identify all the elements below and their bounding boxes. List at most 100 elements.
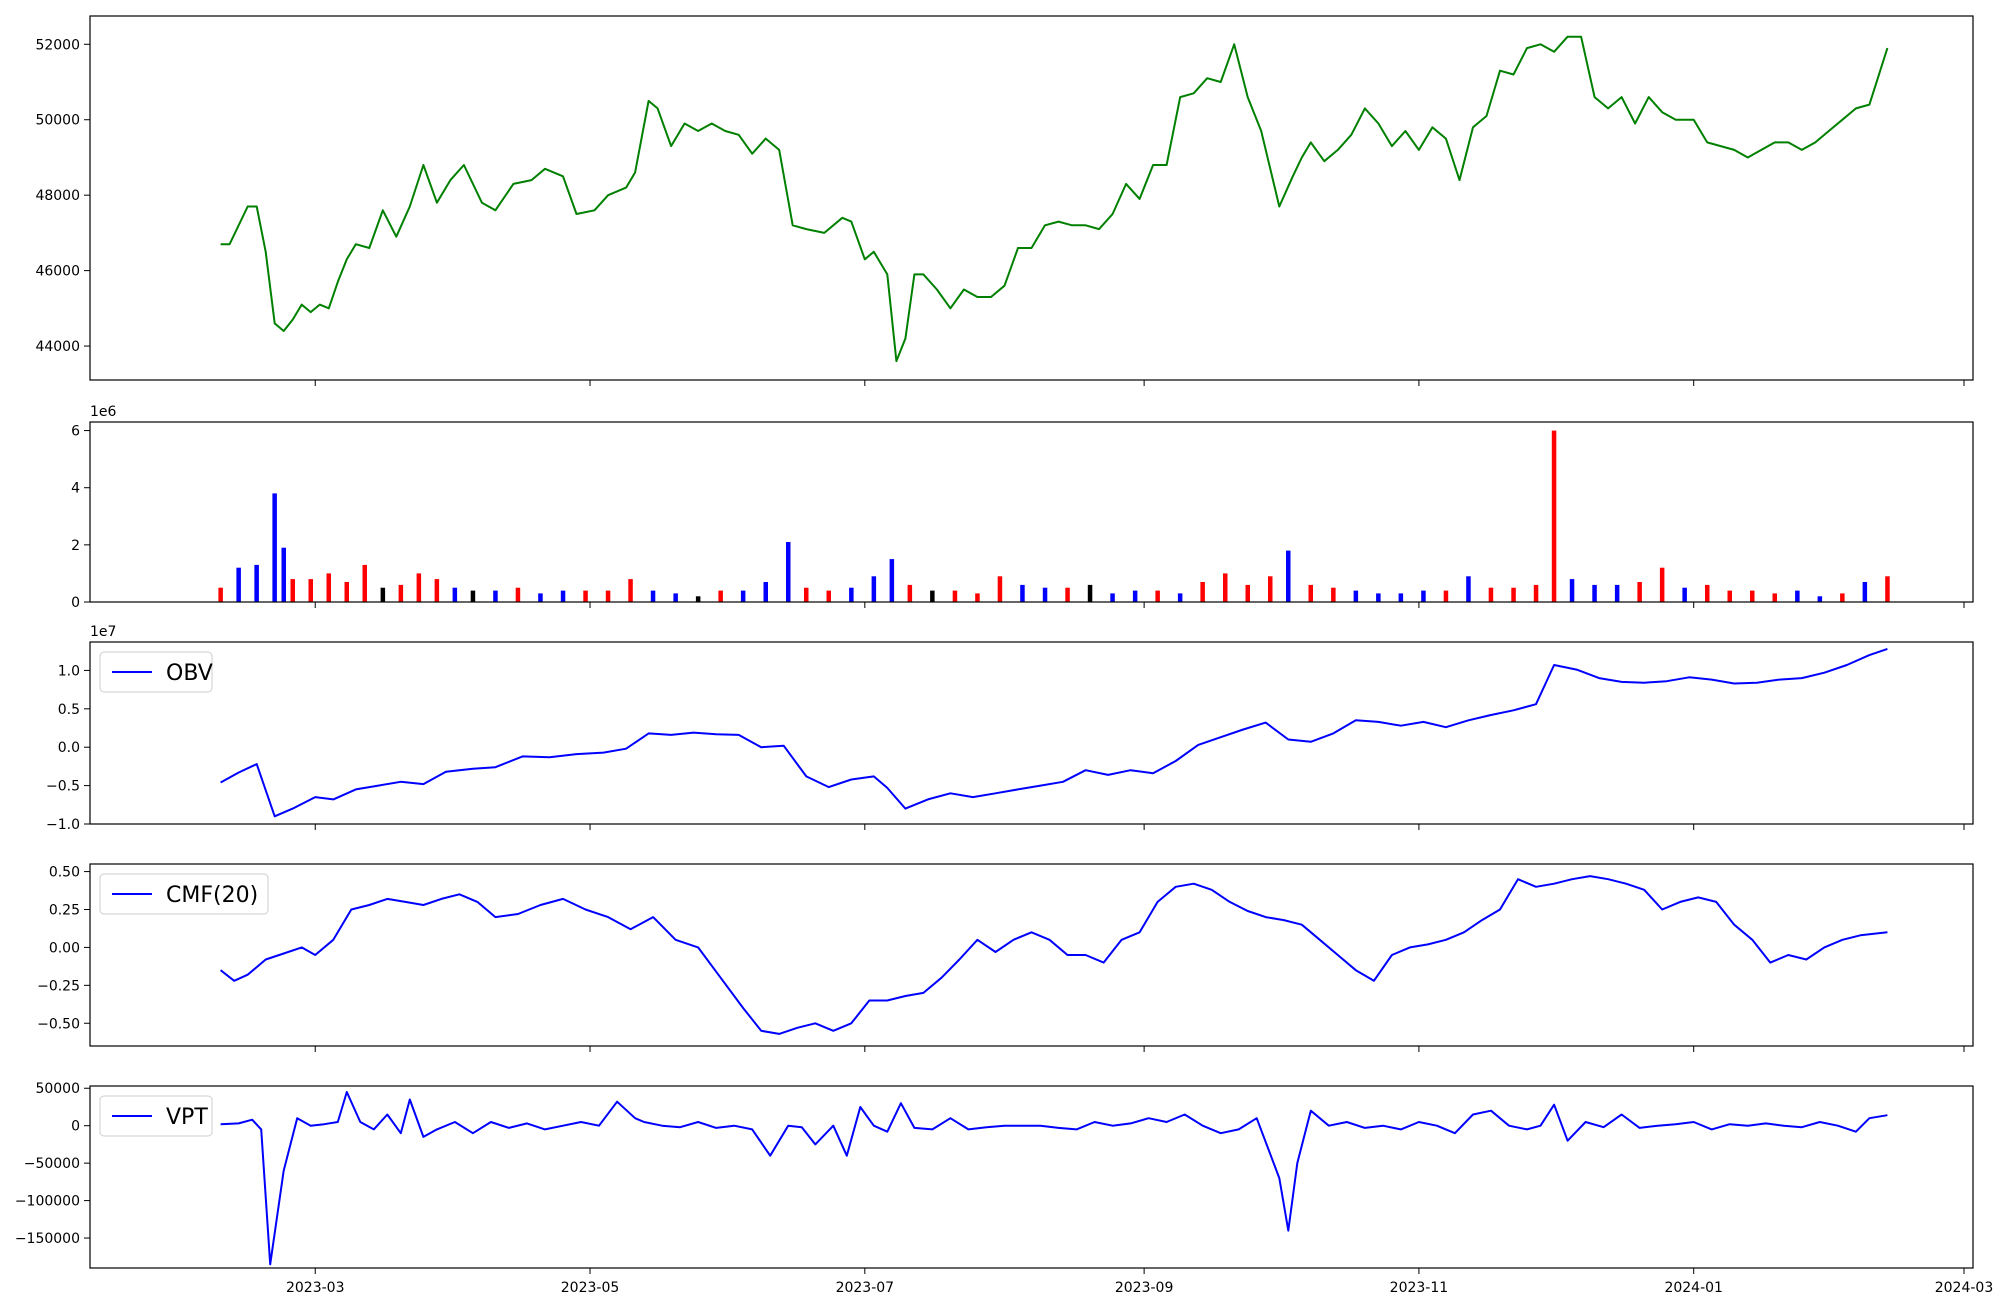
- y-tick-label: 0.0: [58, 740, 80, 756]
- volume-bar: [1840, 593, 1845, 602]
- volume-bar: [272, 493, 277, 602]
- volume-bar: [952, 590, 958, 602]
- volume-bar: [398, 584, 404, 602]
- volume-bar: [628, 579, 633, 602]
- volume-bar: [907, 584, 913, 602]
- y-tick-label: 52000: [35, 37, 80, 53]
- volume-bar: [786, 542, 791, 602]
- volume-bar: [1087, 584, 1093, 602]
- legend-label: CMF(20): [166, 883, 258, 908]
- volume-bar: [362, 564, 367, 602]
- cmf-panel: −0.50 −0.25 0.00 0.25 0.50 CMF(20): [37, 863, 1974, 1052]
- y-tick-label: 6: [71, 424, 80, 440]
- x-tick-label: 2023-11: [1390, 1280, 1449, 1296]
- volume-bar: [515, 587, 521, 602]
- volume-bar: [1331, 587, 1336, 602]
- legend-box: [99, 873, 269, 915]
- volume-bar: [1551, 430, 1557, 602]
- volume-bar: [1376, 593, 1381, 602]
- volume-bar: [434, 579, 440, 602]
- volume-bar: [1443, 590, 1449, 602]
- y-tick-label: 0.5: [58, 702, 80, 718]
- legend-box: [99, 1095, 213, 1137]
- volume-bar: [452, 587, 458, 602]
- volume-bar: [1659, 567, 1665, 602]
- volume-bar: [1705, 584, 1710, 602]
- volume-bar: [826, 590, 831, 602]
- axes-frame: [89, 641, 1974, 825]
- y-tick-label: −100000: [15, 1194, 80, 1210]
- volume-bar: [997, 576, 1003, 602]
- volume-bar: [1885, 576, 1890, 602]
- y-tick-label: −0.25: [37, 978, 80, 994]
- volume-bar: [290, 579, 295, 602]
- x-tick-label: 2023-07: [836, 1280, 895, 1296]
- y-tick-label: −50000: [24, 1156, 80, 1172]
- cmf-20--series-line: [219, 875, 1888, 1035]
- volume-bar: [1817, 596, 1823, 602]
- volume-bar: [218, 587, 223, 602]
- volume-bar: [380, 587, 386, 602]
- volume-bar: [470, 590, 476, 602]
- volume-bar: [254, 564, 259, 602]
- legend-label: VPT: [166, 1105, 208, 1130]
- volume-bar: [1533, 584, 1539, 602]
- volume-bar: [538, 593, 543, 602]
- volume-bar: [1727, 590, 1732, 602]
- volume-bar: [1353, 590, 1359, 602]
- legend: VPT: [99, 1095, 213, 1137]
- volume-bar: [1245, 584, 1250, 602]
- volume-bar: [1286, 550, 1291, 602]
- volume-bar: [1488, 587, 1494, 602]
- volume-bar: [1421, 590, 1426, 602]
- y-tick-label: −0.5: [46, 779, 80, 795]
- vpt-panel: −150000 −100000 −50000 0 50000 VPT: [15, 1081, 1974, 1274]
- y-tick-label: 0.25: [49, 903, 80, 919]
- volume-bar: [560, 590, 566, 602]
- volume-bar: [1637, 582, 1642, 602]
- y-tick-label: 50000: [35, 113, 80, 129]
- volume-bar: [1750, 590, 1755, 602]
- volume-bar: [1177, 593, 1183, 602]
- x-axis: 2023-03 2023-05 2023-07 2023-09 2023-11 2024-…: [286, 1280, 1993, 1296]
- volume-bar: [1132, 590, 1138, 602]
- obv-series-line: [220, 647, 1888, 818]
- volume-bar: [605, 590, 611, 602]
- axes-frame: [89, 421, 1974, 603]
- y-tick-label: 0.50: [49, 865, 80, 881]
- volume-panel: 0 2 4 6 1e6: [71, 404, 1974, 611]
- legend: OBV: [99, 651, 213, 693]
- x-tick-label: 2023-09: [1115, 1280, 1174, 1296]
- y-tick-label: 48000: [35, 188, 80, 204]
- y-tick-label: 0.00: [49, 940, 80, 956]
- y-tick-label: −1.0: [46, 817, 80, 833]
- y-tick-label: 1.0: [58, 663, 80, 679]
- axes-frame: [89, 863, 1974, 1047]
- volume-bar: [1682, 587, 1687, 602]
- y-tick-label: 0: [71, 595, 80, 611]
- y-offset-label: 1e6: [90, 404, 117, 420]
- volume-bar: [1020, 584, 1025, 602]
- y-tick-label: 2: [71, 538, 80, 554]
- volume-bar: [236, 567, 241, 602]
- x-tick-label: 2024-01: [1664, 1280, 1723, 1296]
- volume-bar: [889, 559, 895, 602]
- y-offset-label: 1e7: [90, 624, 116, 640]
- y-tick-label: 44000: [35, 339, 80, 355]
- legend-label: OBV: [166, 661, 213, 686]
- volume-bar: [1569, 579, 1575, 602]
- obv-panel: −1.0 −0.5 0.0 0.5 1.0 1e7 OBV: [46, 624, 1974, 833]
- volume-bar: [1308, 584, 1313, 602]
- volume-bar: [1772, 593, 1777, 602]
- volume-bar: [493, 590, 498, 602]
- y-tick-label: −0.50: [37, 1016, 80, 1032]
- volume-bar: [673, 593, 678, 602]
- volume-bar: [975, 593, 980, 602]
- volume-bar: [650, 590, 656, 602]
- axes-frame: [89, 15, 1974, 381]
- x-tick-label: 2023-05: [561, 1280, 620, 1296]
- volume-bar: [308, 579, 313, 602]
- volume-bar: [1042, 587, 1048, 602]
- volume-bar: [1614, 584, 1620, 602]
